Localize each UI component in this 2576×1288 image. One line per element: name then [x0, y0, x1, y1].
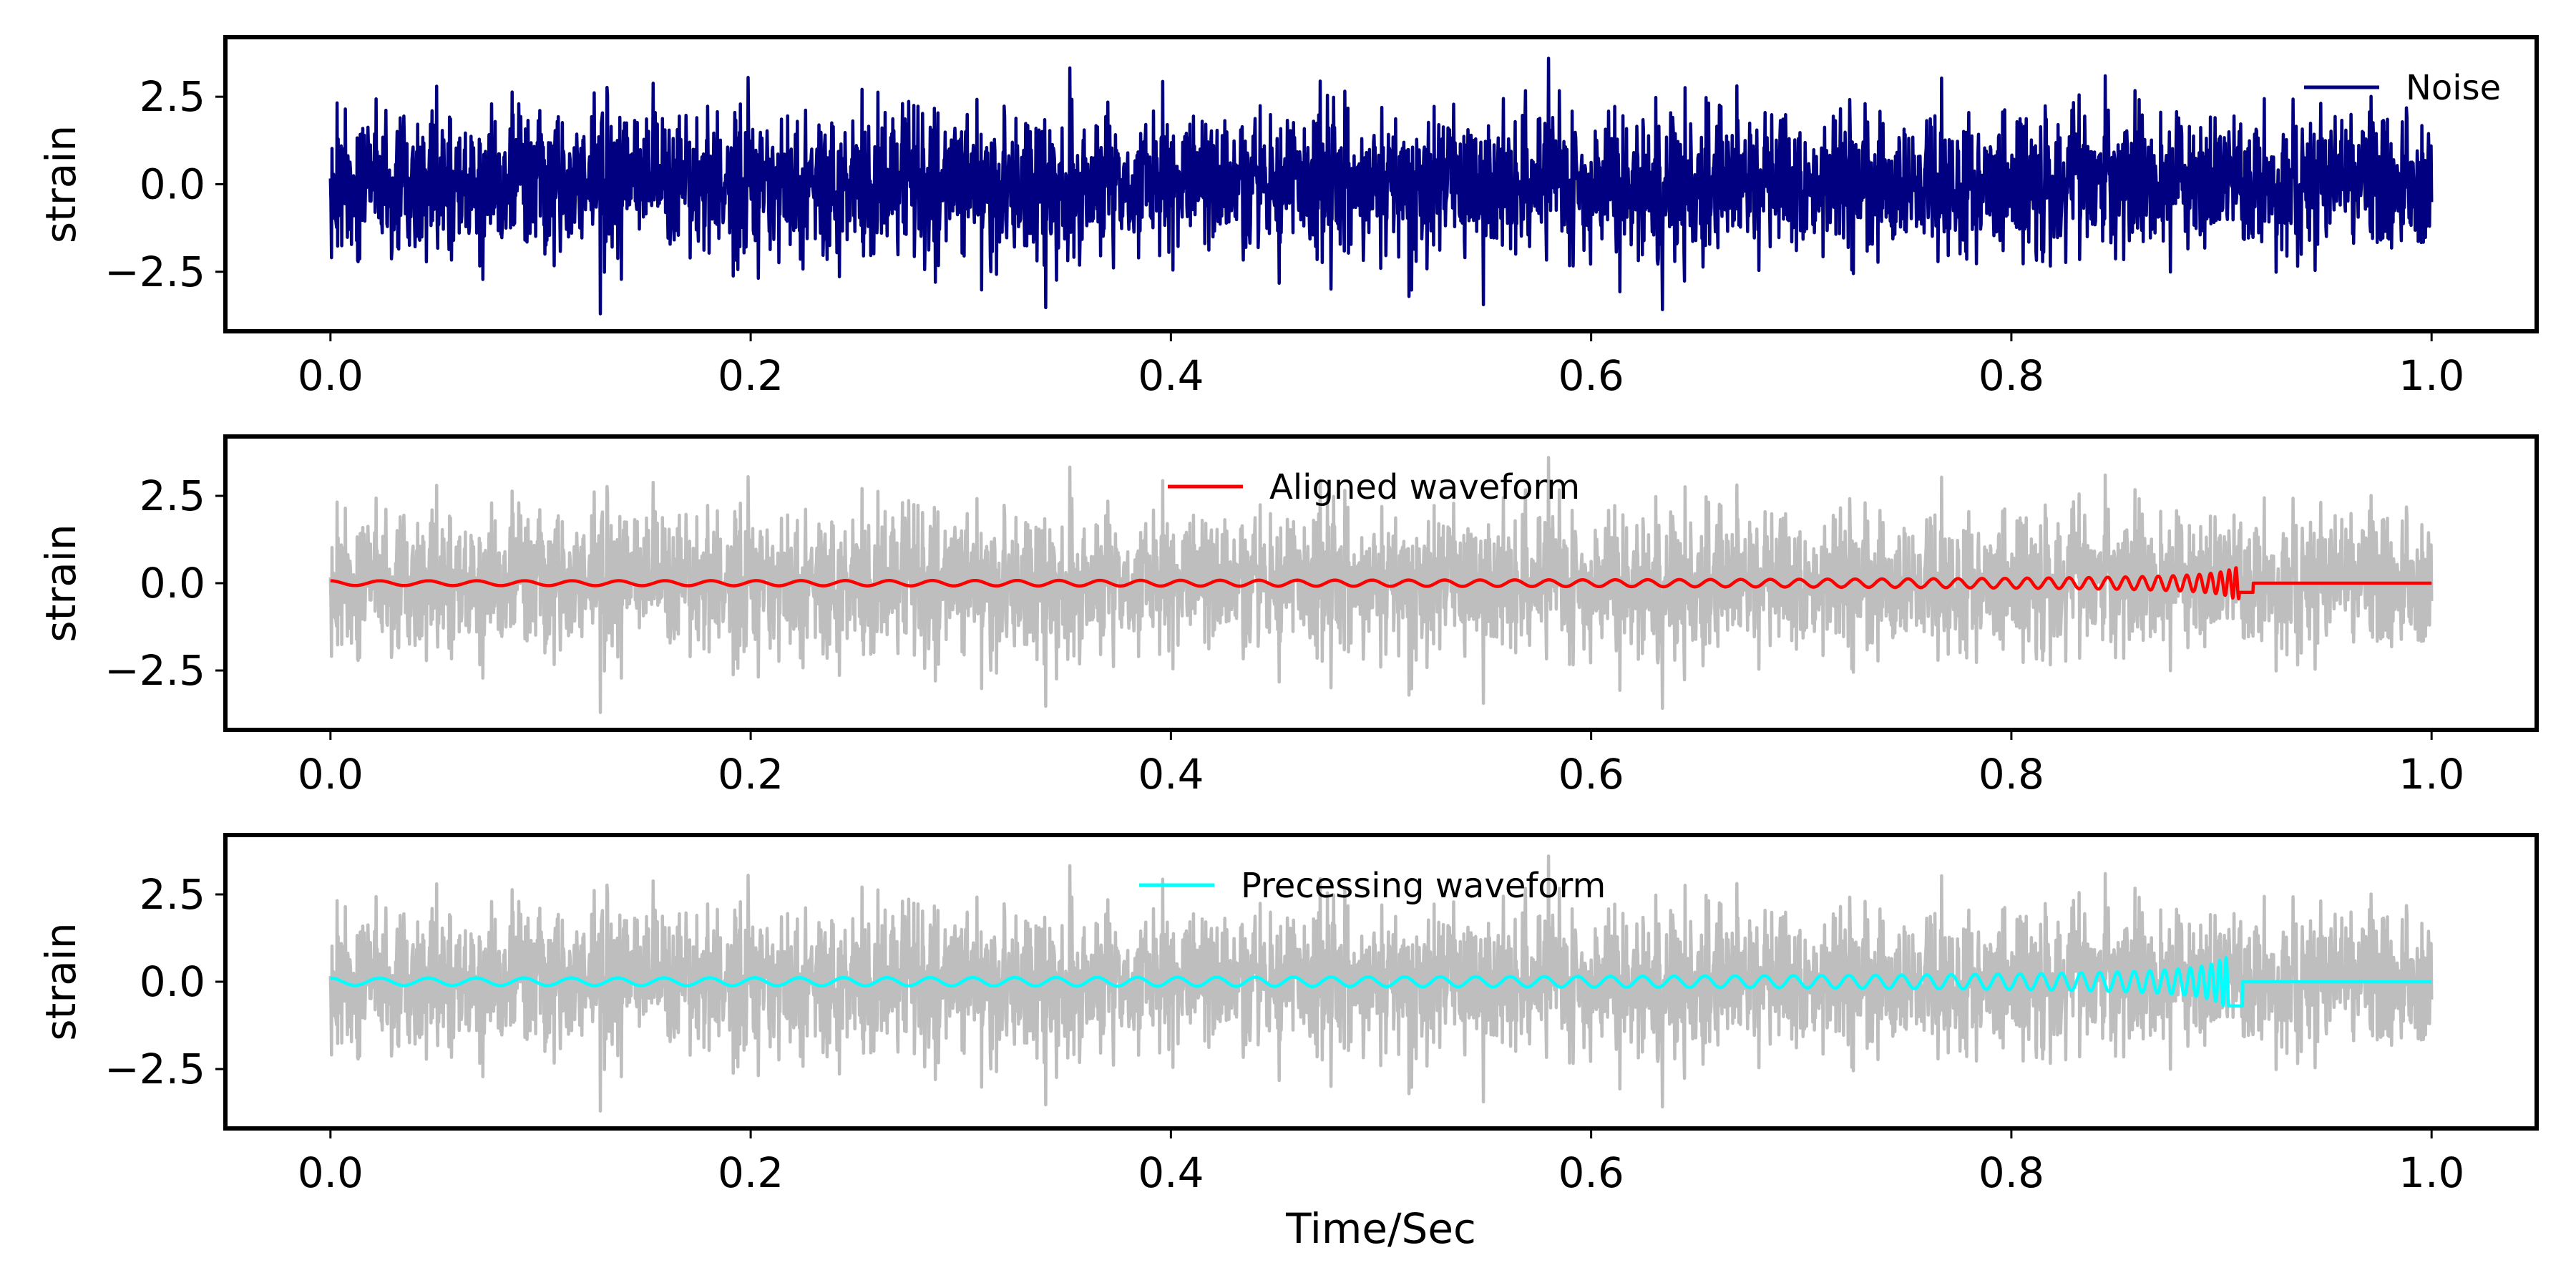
- x-tick-label: 0.4: [1138, 750, 1204, 799]
- x-tick-label: 0.2: [718, 750, 784, 799]
- x-tick-label: 0.8: [1979, 750, 2044, 799]
- aligned-waveform-line: [329, 566, 2433, 601]
- legend: Precessing waveform: [1139, 866, 1606, 906]
- x-tick-label: 0.6: [1558, 351, 1624, 400]
- x-tick-label: 0.6: [1558, 750, 1624, 799]
- x-tick-label: 1.0: [2399, 351, 2464, 400]
- legend-label: Aligned waveform: [1269, 467, 1580, 507]
- precessing-waveform-line: [329, 955, 2433, 1008]
- x-tick-label: 0.2: [718, 1148, 784, 1197]
- x-tick-label: 1.0: [2399, 1148, 2464, 1197]
- y-axis-label: strain: [36, 524, 85, 642]
- plot-area: [328, 854, 2434, 1113]
- legend: Aligned waveform: [1168, 467, 1580, 507]
- plot-area: [328, 57, 2434, 316]
- y-tick-label: −2.5: [104, 1045, 205, 1093]
- x-tick-label: 0.8: [1979, 351, 2044, 400]
- y-tick-label: 2.5: [140, 472, 205, 520]
- noise-background-line: [328, 854, 2434, 1113]
- y-tick-label: 0.0: [140, 160, 205, 209]
- x-tick-label: 0.0: [298, 750, 364, 799]
- y-tick-label: 0.0: [140, 559, 205, 608]
- legend-label: Precessing waveform: [1241, 866, 1606, 906]
- x-tick-label: 1.0: [2399, 750, 2464, 799]
- x-tick-label: 0.4: [1138, 351, 1204, 400]
- y-axis-label: strain: [36, 922, 85, 1040]
- x-tick-label: 0.4: [1138, 1148, 1204, 1197]
- x-axis-label: Time/Sec: [1285, 1204, 1476, 1253]
- x-tick-label: 0.0: [298, 351, 364, 400]
- y-tick-label: −2.5: [104, 646, 205, 695]
- panel-2: 0.0 0.2 0.4 0.6 0.8 1.0 2.5 0.0 −2.5 strain Aligne…: [36, 434, 2539, 799]
- legend: Noise: [2304, 68, 2501, 108]
- y-tick-label: 0.0: [140, 957, 205, 1006]
- y-tick-label: 2.5: [140, 72, 205, 121]
- noise-background-line: [328, 456, 2434, 714]
- legend-label: Noise: [2406, 68, 2501, 108]
- panel-1: 0.0 0.2 0.4 0.6 0.8 1.0 2.5 0.0 −2.5 strain Noise: [36, 35, 2539, 400]
- x-tick-label: 0.0: [298, 1148, 364, 1197]
- x-tick-label: 0.6: [1558, 1148, 1624, 1197]
- panel-3: 0.0 0.2 0.4 0.6 0.8 1.0 2.5 0.0 −2.5 strain Time/S…: [36, 833, 2539, 1253]
- y-axis-label: strain: [36, 125, 85, 243]
- x-tick-label: 0.2: [718, 351, 784, 400]
- plot-area: [328, 456, 2434, 714]
- noise-series-line: [328, 57, 2434, 316]
- y-tick-label: −2.5: [104, 248, 205, 296]
- y-tick-label: 2.5: [140, 870, 205, 919]
- x-tick-label: 0.8: [1979, 1148, 2044, 1197]
